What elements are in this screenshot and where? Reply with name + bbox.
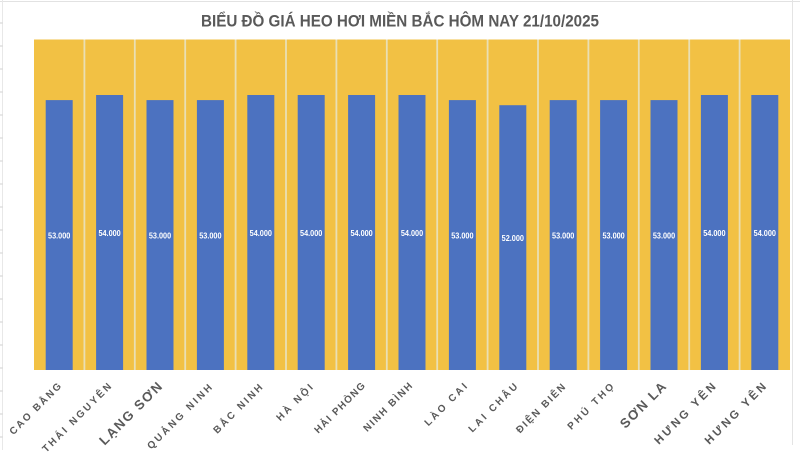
svg-text:53.000: 53.000: [602, 230, 625, 240]
svg-text:54.000: 54.000: [401, 228, 424, 238]
svg-text:53.000: 53.000: [199, 230, 222, 240]
svg-text:52.000: 52.000: [502, 233, 525, 243]
svg-text:53.000: 53.000: [653, 230, 676, 240]
svg-text:54.000: 54.000: [250, 228, 273, 238]
svg-text:54.000: 54.000: [703, 228, 726, 238]
svg-text:53.000: 53.000: [149, 230, 172, 240]
svg-text:53.000: 53.000: [552, 230, 575, 240]
svg-text:53.000: 53.000: [451, 230, 474, 240]
svg-text:54.000: 54.000: [350, 228, 373, 238]
svg-text:BIỂU ĐỒ GIÁ HEO HƠI MIỀN BẮC H: BIỂU ĐỒ GIÁ HEO HƠI MIỀN BẮC HÔM NAY 21/…: [201, 11, 599, 30]
svg-text:53.000: 53.000: [48, 230, 71, 240]
svg-text:54.000: 54.000: [300, 228, 323, 238]
svg-text:54.000: 54.000: [754, 228, 777, 238]
svg-text:54.000: 54.000: [98, 228, 121, 238]
